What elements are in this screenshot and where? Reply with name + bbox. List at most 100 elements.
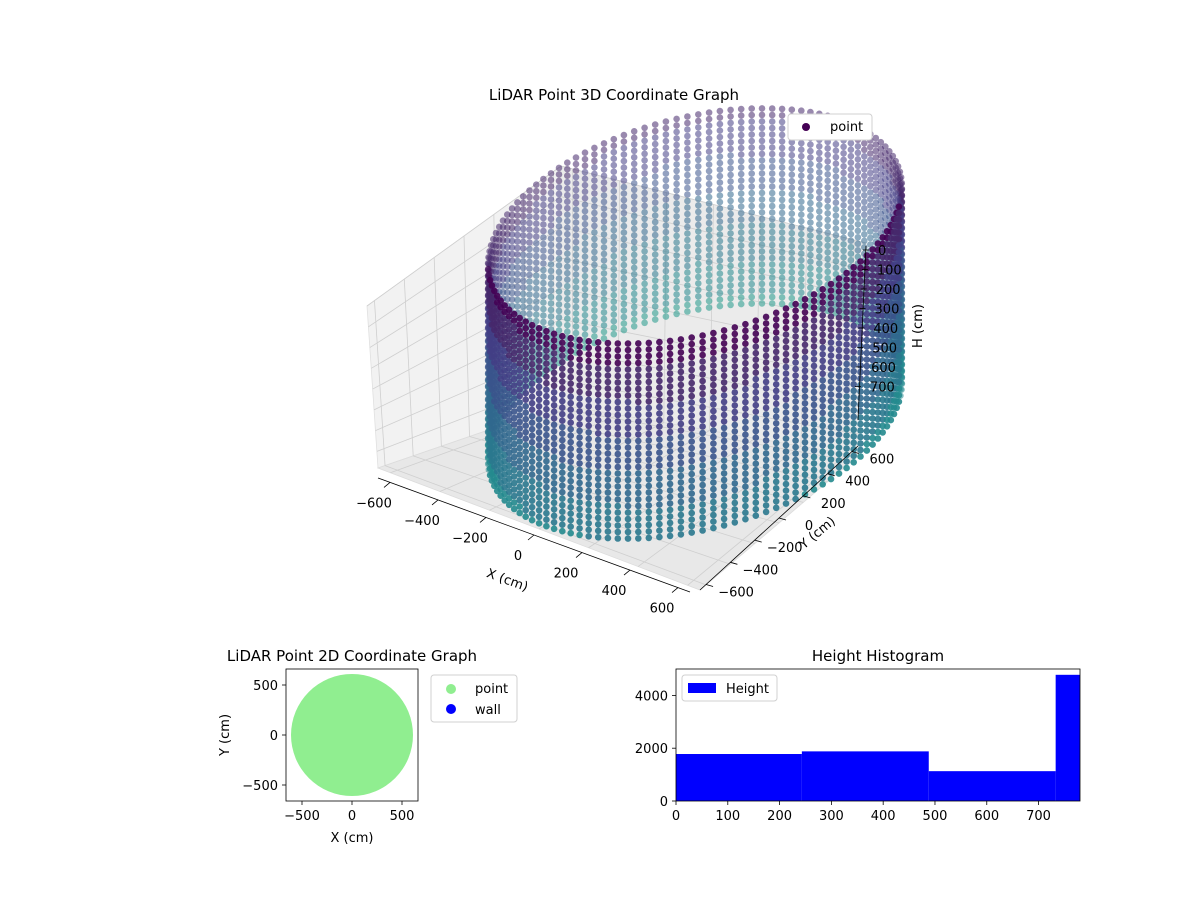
grid-line-z — [372, 288, 862, 390]
lidar-point — [782, 376, 790, 384]
lidar-point — [645, 521, 653, 529]
lidar-point — [782, 480, 790, 488]
lidar-point — [543, 483, 550, 491]
lidar-point — [762, 508, 770, 516]
lidar-point — [705, 148, 713, 155]
lidar-point — [516, 366, 523, 374]
lidar-point — [528, 510, 536, 517]
lidar-point — [614, 457, 622, 464]
lidar-point — [727, 171, 734, 179]
lidar-point — [772, 316, 780, 323]
lidar-point — [522, 357, 529, 365]
lidar-point — [801, 328, 809, 336]
lidar-point — [720, 411, 728, 419]
lidar-point — [877, 177, 885, 185]
lidar-point — [737, 138, 745, 145]
lidar-point — [594, 423, 602, 431]
lidar-point — [727, 191, 734, 198]
lidar-point — [748, 131, 755, 138]
lidar-point — [872, 199, 880, 207]
lidar-point — [710, 518, 717, 525]
lidar-point — [850, 296, 857, 304]
lidar-point — [505, 417, 513, 424]
lidar-point — [705, 271, 713, 279]
lidar-point — [863, 401, 871, 409]
lidar-point — [835, 431, 843, 438]
lidar-point — [772, 420, 780, 427]
lidar-point — [630, 167, 638, 174]
lidar-point — [737, 209, 745, 217]
lidar-point — [641, 267, 648, 275]
lidar-point — [748, 150, 755, 158]
lidar-point — [656, 527, 663, 534]
lidar-point — [716, 133, 724, 141]
lidar-point — [758, 248, 766, 255]
lidar-point — [635, 483, 642, 490]
lidar-point — [778, 261, 786, 269]
lidar-point — [514, 277, 521, 284]
lidar-point — [543, 366, 550, 374]
lidar-point — [827, 417, 835, 424]
lidar-point — [624, 424, 632, 432]
lidar-point — [526, 206, 533, 214]
lidar-point — [630, 219, 638, 226]
lidar-point — [792, 456, 799, 464]
lidar-point — [824, 184, 831, 191]
lidar-point — [850, 413, 857, 421]
lidar-point — [801, 432, 809, 440]
lidar-point — [843, 412, 850, 420]
lidar-point — [768, 228, 776, 236]
lidar-point — [651, 160, 659, 167]
lidar-point — [576, 421, 583, 428]
lidar-point — [522, 402, 529, 410]
lidar-point — [772, 329, 780, 336]
lidar-point — [635, 496, 642, 503]
lidar-point — [543, 418, 550, 426]
lidar-point — [550, 473, 558, 481]
lidar-point — [810, 362, 818, 370]
lidar-point — [604, 502, 612, 509]
lidar-point — [727, 236, 734, 244]
lidar-point — [772, 309, 780, 317]
lidar-point — [635, 385, 642, 393]
lidar-point — [699, 416, 706, 424]
lidar-point — [547, 176, 555, 184]
lidar-point — [792, 463, 799, 470]
lidar-point — [762, 352, 770, 360]
lidar-point — [516, 360, 523, 367]
lidar-point — [533, 259, 540, 267]
lidar-point — [705, 167, 713, 175]
lidar-point — [705, 187, 713, 194]
lidar-point — [819, 422, 826, 430]
lidar-point — [673, 193, 680, 201]
lidar-point — [872, 206, 880, 213]
lidar-point — [731, 512, 739, 520]
lidar-point — [576, 382, 583, 389]
lidar-point — [850, 394, 857, 401]
lidar-point — [535, 409, 543, 417]
lidar-point — [666, 415, 674, 423]
lidar-point — [630, 245, 638, 252]
lidar-point — [564, 224, 571, 231]
lidar-point — [810, 304, 818, 311]
lidar-point — [857, 401, 864, 408]
lidar-point — [895, 320, 903, 328]
lidar-point — [550, 499, 558, 507]
lidar-point — [516, 334, 523, 341]
lidar-point — [535, 351, 543, 358]
lidar-point — [591, 183, 598, 191]
lidar-point — [662, 313, 670, 320]
lidar-point — [861, 205, 868, 212]
legend-3d-marker — [802, 123, 810, 131]
lidar-point — [508, 276, 516, 284]
lidar-point — [630, 186, 638, 194]
lidar-point — [540, 286, 547, 293]
lidar-point — [867, 228, 874, 235]
lidar-point — [604, 521, 612, 529]
legend-3d-label: point — [830, 120, 863, 135]
z-tick-label-3d: 100 — [877, 263, 902, 278]
lidar-point — [869, 395, 876, 403]
lidar-point — [840, 208, 847, 216]
lidar-point — [710, 459, 717, 467]
lidar-point — [705, 258, 713, 266]
